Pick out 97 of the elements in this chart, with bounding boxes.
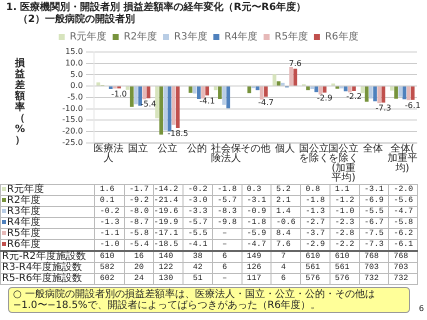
bar	[163, 86, 168, 131]
data-label: -2.9	[316, 94, 332, 103]
bar	[394, 86, 398, 99]
bar	[256, 86, 260, 90]
x-tick-label: 国立	[128, 142, 148, 154]
y-axis-title: 損益差額率（%）	[14, 58, 26, 146]
x-tick-label: 社会保険法人	[211, 142, 242, 164]
bar	[314, 86, 318, 92]
data-label: -2.2	[346, 92, 362, 102]
legend-label: R3年度	[174, 30, 208, 43]
bar	[390, 86, 394, 91]
text: R4年度 -1.3 -8.7 -19.9 -5.7 -9.8 -1.8 -0.6 -2.7 -2.3 -6.7 -5.8	[7, 217, 414, 228]
y-tick-label: -20.0	[62, 126, 83, 136]
x-tick-label: 個人	[274, 143, 295, 154]
bar	[196, 86, 201, 99]
bar	[188, 86, 192, 93]
y-tick-label: -25.0	[62, 138, 83, 147]
bar	[155, 86, 159, 118]
text: ○ 一般病院の開設者別の損益差額率は、医療法人・国立・公立・公的・その他は−1.0〜−18.5%で、開設者によってばらつきがあった（R6年度）。	[8, 287, 410, 313]
legend-label: R6年度	[324, 30, 358, 43]
bar	[293, 68, 298, 86]
bar	[138, 86, 142, 106]
bar	[126, 86, 130, 90]
bar	[168, 86, 172, 132]
bar	[176, 86, 180, 128]
bar	[192, 86, 197, 94]
x-tick-label: 全体	[362, 142, 383, 154]
bar	[406, 86, 410, 100]
y-tick-label: 5.0	[70, 70, 83, 79]
x-tick-label: その他	[240, 142, 270, 154]
data-label: -5.4	[140, 99, 156, 108]
bar	[134, 86, 138, 104]
bar	[398, 86, 402, 97]
x-tick-label: 公立	[157, 142, 178, 154]
text: R6年度 -1.0 -5.4 -18.5 -4.1 – -4.7 7.6 -2.9 -2.2 -7.3 -6.1	[7, 239, 414, 250]
legend-label: R元年度	[70, 30, 107, 43]
text: R2年度 0.1 -9.2 -21.4 -3.0 -5.7 -3.1 2.1 -1.8 -1.2 -6.9 -5.6	[7, 195, 414, 206]
bar	[142, 86, 146, 100]
bar	[205, 86, 210, 96]
bar	[272, 74, 276, 86]
y-tick-label: 10.0	[65, 58, 83, 68]
bar	[318, 86, 322, 94]
y-tick-label: -10.0	[62, 104, 83, 113]
bar	[264, 86, 268, 97]
text: R元-R2年度施設数 610 16 140 38 6 149 7 610 610 768 768	[2, 251, 408, 262]
bar	[322, 86, 326, 93]
chart-subtitle: （2）一般病院の開設者別	[17, 14, 136, 26]
bar	[352, 86, 356, 92]
bar	[226, 86, 230, 108]
legend-label: R5年度	[274, 30, 308, 43]
bar	[146, 86, 150, 98]
bar	[130, 86, 134, 107]
bar	[344, 86, 348, 92]
data-label: -1.0	[111, 89, 127, 98]
bar	[377, 86, 382, 104]
legend-label: R2年度	[124, 30, 158, 43]
text: R5年度 -1.1 -5.8 -17.1 -5.5 – -5.9 8.4 -3.7 -2.8 -7.5 -6.2	[7, 228, 414, 239]
bar	[159, 86, 164, 135]
y-tick-label: 0.0	[70, 81, 83, 90]
data-label: -4.7	[258, 98, 274, 107]
text: R3-R4年度施設数 582 20 122 42 6 126 4 561 561 703 703	[2, 262, 408, 273]
bar	[201, 86, 205, 99]
y-tick-label: 15.0	[65, 47, 83, 56]
bar	[364, 86, 369, 102]
x-tick-label: 医療法人	[94, 142, 124, 164]
bar	[247, 86, 252, 94]
x-tick-label: 全体(加重平均)	[387, 142, 418, 174]
bar	[348, 86, 352, 92]
chart-title: 1. 医療機関別・開設者別 損益差額率の経年変化（R元〜R6年度）	[6, 2, 308, 14]
bar	[218, 86, 222, 99]
data-label: 7.6	[288, 58, 302, 68]
y-tick-label: -15.0	[62, 115, 83, 124]
bar	[222, 86, 226, 105]
legend-label: R4年度	[224, 30, 258, 43]
bar	[360, 86, 364, 94]
x-tick-label: 国公立を除く	[299, 142, 330, 164]
text: R3年度 -0.2 -8.0 -19.6 -3.3 -8.3 -0.9 1.4 -1.3 -1.0 -5.5 -4.7	[7, 206, 414, 217]
bar	[172, 86, 176, 125]
bar	[260, 86, 264, 100]
bar	[369, 86, 373, 99]
x-tick-label: 国公立を除く(加重平均)	[328, 142, 359, 184]
data-label: -7.3	[376, 104, 392, 113]
bar	[306, 86, 310, 90]
text: 6	[418, 304, 425, 313]
bar	[214, 86, 218, 90]
y-tick-label: -5.0	[67, 92, 83, 102]
bar	[289, 66, 293, 86]
bar	[373, 86, 377, 102]
data-label: -4.1	[199, 96, 215, 106]
data-label: -18.5	[167, 129, 188, 138]
text: R5-R6年度施設数 602 24 130 51 – 117 6 576 576 732 732	[2, 273, 408, 284]
data-label: -6.1	[404, 100, 421, 110]
bar	[410, 86, 415, 100]
bar	[381, 86, 386, 103]
x-tick-label: 公的	[186, 142, 207, 154]
bar	[402, 86, 406, 100]
text: R元年度 1.6 -1.7 -14.2 -0.2 -1.8 0.3 5.2 0.8 1.1 -3.1 -2.0	[7, 184, 414, 195]
